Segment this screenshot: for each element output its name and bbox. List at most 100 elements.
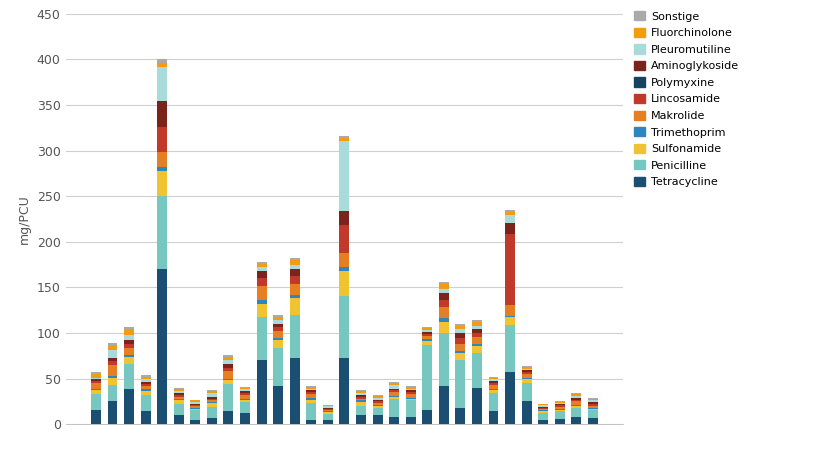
Bar	[323, 408, 333, 409]
Bar	[505, 212, 514, 215]
Bar	[256, 264, 266, 267]
Bar	[124, 340, 133, 344]
Bar	[422, 345, 432, 410]
Bar	[240, 401, 250, 402]
Bar	[587, 418, 597, 424]
Bar	[306, 390, 316, 392]
Bar	[190, 408, 200, 410]
Bar	[206, 390, 216, 391]
Bar	[240, 402, 250, 413]
Bar	[306, 420, 316, 424]
Bar	[240, 395, 250, 399]
Bar	[141, 411, 151, 424]
Bar	[339, 267, 349, 271]
Bar	[174, 391, 183, 393]
Bar	[273, 331, 283, 338]
Bar	[571, 398, 581, 400]
Bar	[206, 407, 216, 418]
Bar	[472, 346, 482, 353]
Bar	[224, 361, 233, 364]
Bar	[405, 399, 415, 401]
Bar	[174, 404, 183, 415]
Bar	[306, 400, 316, 403]
Bar	[389, 385, 399, 389]
Bar	[372, 402, 382, 403]
Bar	[537, 405, 547, 407]
Bar	[190, 405, 200, 406]
Bar	[438, 282, 448, 284]
Bar	[289, 266, 299, 269]
Bar	[91, 394, 101, 410]
Bar	[472, 353, 482, 388]
Bar	[141, 395, 151, 411]
Bar	[472, 320, 482, 322]
Bar	[537, 410, 547, 411]
Bar	[455, 333, 464, 338]
Bar	[157, 63, 167, 67]
Bar	[306, 398, 316, 400]
Bar	[157, 167, 167, 171]
Bar	[438, 307, 448, 319]
Bar	[422, 339, 432, 341]
Bar	[256, 304, 266, 317]
Bar	[124, 327, 133, 329]
Bar	[224, 364, 233, 367]
Bar	[355, 415, 365, 424]
Bar	[472, 388, 482, 424]
Bar	[372, 403, 382, 405]
Bar	[174, 395, 183, 397]
Bar	[505, 215, 514, 223]
Bar	[438, 333, 448, 386]
Bar	[587, 406, 597, 408]
Bar	[355, 406, 365, 415]
Bar	[521, 366, 531, 368]
Bar	[488, 385, 498, 389]
Bar	[206, 402, 216, 403]
Bar	[537, 408, 547, 410]
Bar	[157, 67, 167, 101]
Bar	[521, 402, 531, 424]
Bar	[306, 392, 316, 394]
Bar	[405, 387, 415, 389]
Bar	[521, 379, 531, 383]
Bar	[355, 397, 365, 399]
Bar	[455, 344, 464, 351]
Bar	[174, 388, 183, 390]
Bar	[372, 398, 382, 400]
Bar	[141, 391, 151, 395]
Bar	[355, 402, 365, 406]
Bar	[141, 377, 151, 378]
Bar	[571, 402, 581, 405]
Bar	[521, 368, 531, 370]
Bar	[472, 329, 482, 333]
Bar	[554, 419, 564, 424]
Bar	[91, 390, 101, 394]
Bar	[339, 359, 349, 424]
Bar	[323, 406, 333, 408]
Bar	[91, 389, 101, 390]
Bar	[91, 381, 101, 383]
Bar	[339, 253, 349, 267]
Bar	[256, 267, 266, 271]
Bar	[256, 300, 266, 304]
Bar	[107, 402, 117, 424]
Bar	[206, 418, 216, 424]
Bar	[455, 353, 464, 361]
Bar	[124, 335, 133, 340]
Bar	[339, 136, 349, 138]
Bar	[438, 284, 448, 289]
Bar	[174, 393, 183, 395]
Bar	[339, 211, 349, 225]
Bar	[323, 409, 333, 411]
Bar	[571, 408, 581, 417]
Bar	[505, 316, 514, 318]
Bar	[107, 343, 117, 345]
Bar	[206, 391, 216, 393]
Bar	[405, 389, 415, 390]
Bar	[323, 412, 333, 414]
Bar	[190, 420, 200, 424]
Bar	[240, 388, 250, 390]
Bar	[355, 393, 365, 395]
Bar	[455, 351, 464, 353]
Bar	[289, 284, 299, 295]
